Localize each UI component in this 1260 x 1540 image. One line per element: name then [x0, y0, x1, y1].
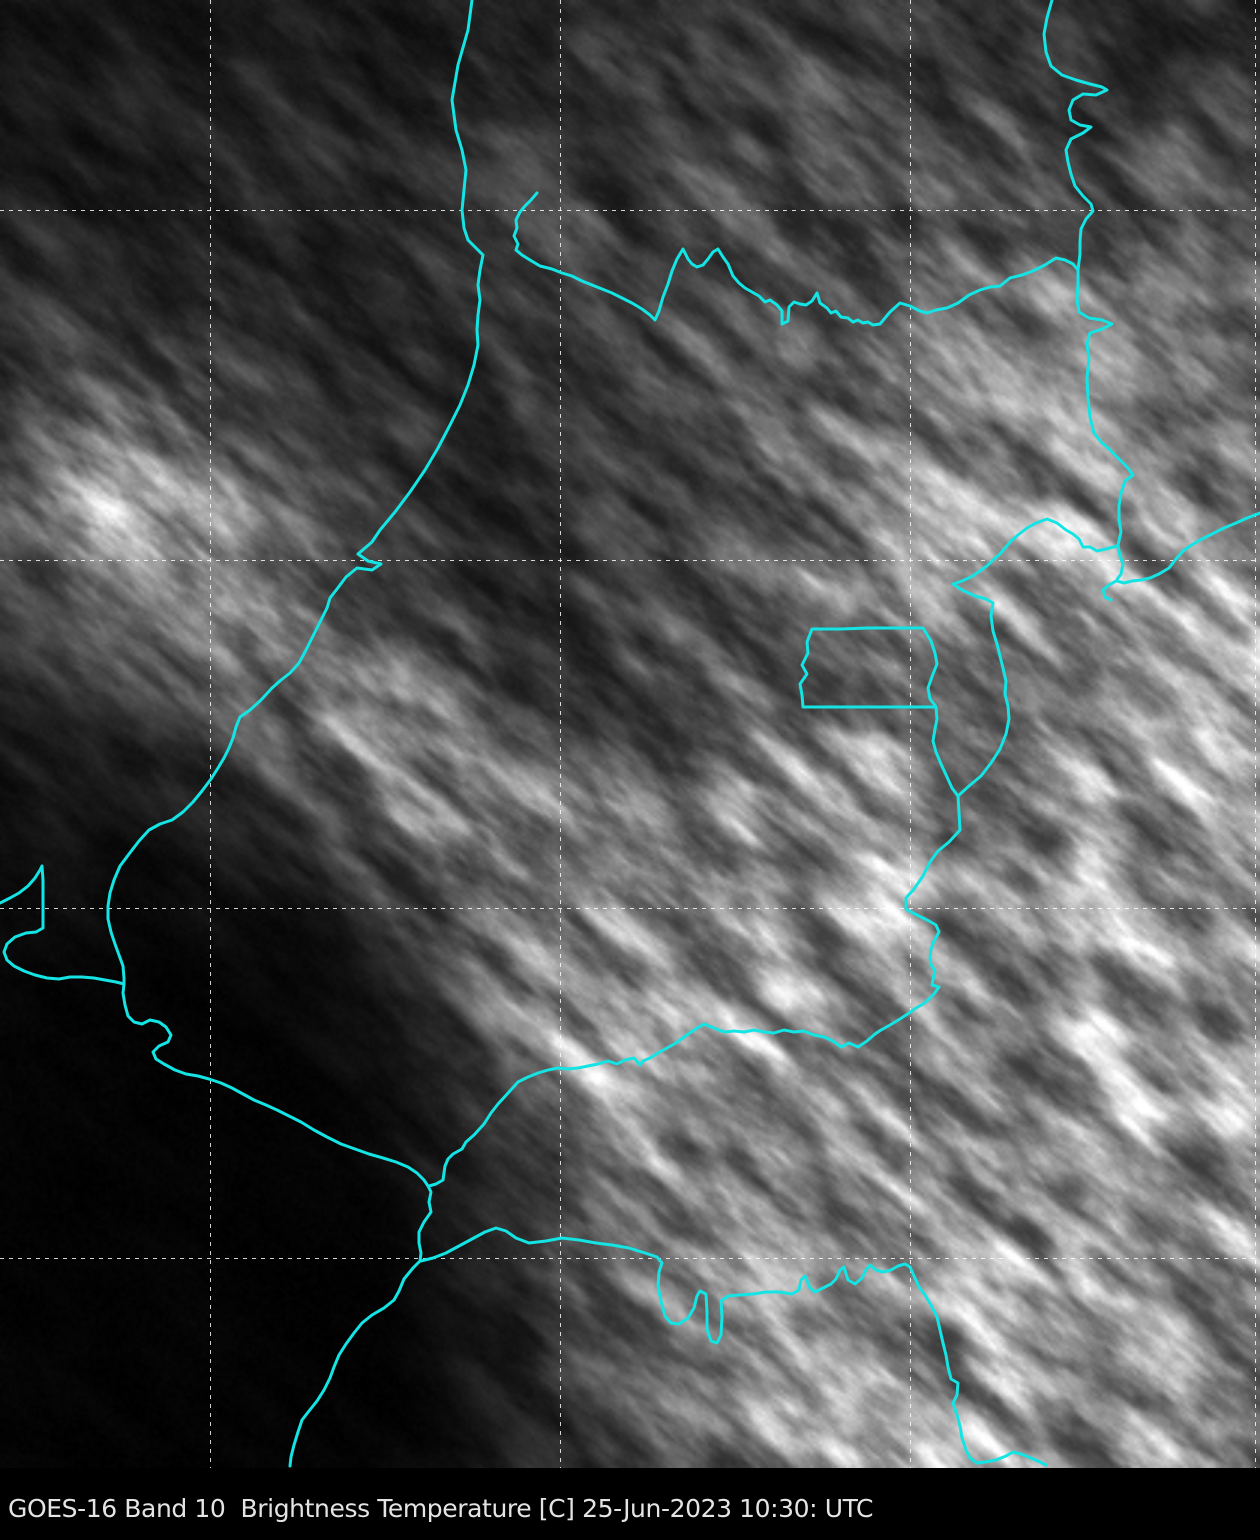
caption-text: GOES-16 Band 10 Brightness Temperature [… [8, 1494, 874, 1523]
caption-bar: GOES-16 Band 10 Brightness Temperature [… [0, 1468, 1260, 1540]
boundary-south-boundary [419, 1226, 1048, 1467]
latlon-gridlines [0, 0, 1260, 1468]
boundary-central-river [427, 705, 962, 1188]
geographic-boundaries [0, 0, 1260, 1468]
boundary-north-spur-ridge [512, 191, 1080, 327]
boundary-west-river [106, 0, 485, 1468]
boundary-state-rectangle [798, 626, 939, 709]
boundary-west-flag [0, 864, 126, 986]
boundary-east-branch [1115, 511, 1260, 585]
boundary-east-river [1042, 0, 1135, 602]
map-overlay [0, 0, 1260, 1468]
boundary-northeast-link [951, 517, 1119, 798]
